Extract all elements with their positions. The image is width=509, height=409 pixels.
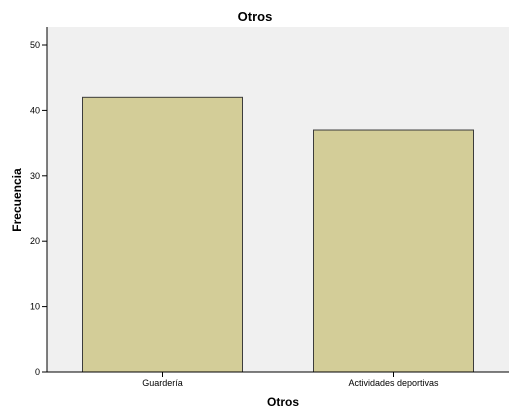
y-tick-label: 20 [30, 236, 40, 246]
y-axis: 0 10 20 30 40 50 [30, 27, 48, 377]
x-axis-label: Otros [267, 395, 299, 409]
x-axis: Guardería Actividades deportivas [47, 371, 509, 388]
bar-0 [82, 96, 243, 373]
y-tick-label: 40 [30, 105, 40, 115]
y-tick-label: 0 [35, 367, 40, 377]
bars-group [82, 96, 474, 373]
y-tick-label: 30 [30, 171, 40, 181]
y-tick-label: 10 [30, 302, 40, 312]
chart-title: Otros [238, 9, 273, 24]
bar-1 [313, 129, 474, 373]
x-tick-label: Actividades deportivas [348, 378, 439, 388]
y-axis-label: Frecuencia [10, 168, 24, 232]
x-tick-label: Guardería [142, 378, 183, 388]
y-tick-label: 50 [30, 40, 40, 50]
